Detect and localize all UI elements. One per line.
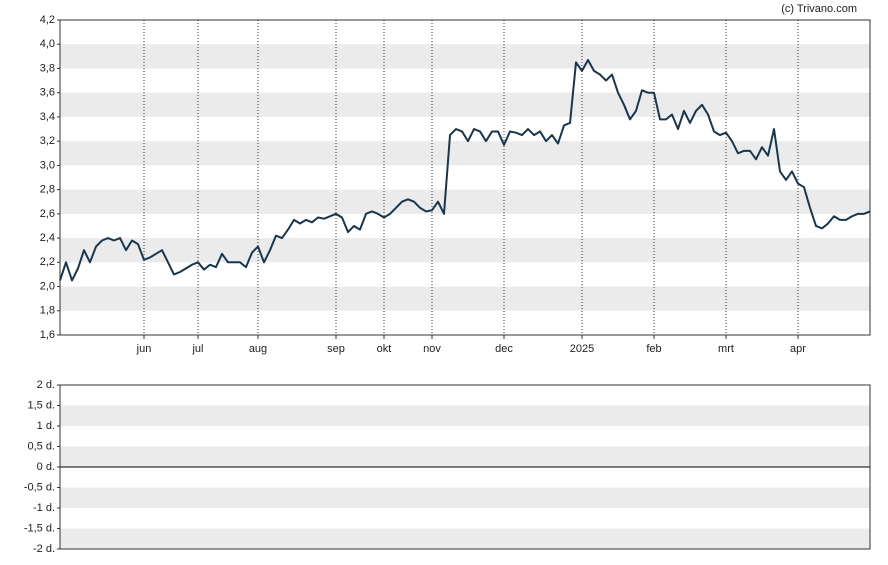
y-tick-label: 2,2 [40,256,55,268]
y-tick-label: 2 d. [37,379,55,391]
grid-band [60,92,870,117]
x-tick-label: okt [377,343,392,355]
y-tick-label: 2,0 [40,280,55,292]
y-tick-label: 0,5 d. [27,440,55,452]
y-tick-label: 2,8 [40,184,55,196]
y-tick-label: 3,8 [40,62,55,74]
x-tick-label: jul [191,343,203,355]
x-tick-label: mrt [718,343,734,355]
x-tick-label: apr [790,343,806,355]
plot-frame [59,19,871,336]
x-tick-label: feb [646,343,661,355]
grid-band [60,189,870,214]
grid-band [60,446,870,467]
y-tick-label: -0,5 d. [24,481,55,493]
y-tick-label: 1,8 [40,305,55,317]
y-tick-label: 4,0 [40,38,55,50]
grid-band [60,238,870,263]
y-tick-label: 0 d. [37,461,55,473]
grid-band [60,44,870,69]
grid-band [60,528,870,549]
grid-band [60,286,870,311]
x-tick-label: 2025 [570,343,594,355]
y-tick-label: 4,2 [40,14,55,26]
y-tick-label: 3,2 [40,135,55,147]
y-tick-label: 1 d. [37,420,55,432]
y-tick-label: 3,0 [40,159,55,171]
x-tick-label: sep [327,343,345,355]
source-credit: (c) Trivano.com [781,3,857,15]
y-tick-label: -1 d. [33,502,55,514]
x-tick-label: jun [136,343,152,355]
y-tick-label: 3,6 [40,87,55,99]
grid-band [60,141,870,166]
plot-frame [59,384,871,550]
y-tick-label: 3,4 [40,111,55,123]
grid-band [60,405,870,426]
price-line [59,58,871,282]
y-tick-label: -1,5 d. [24,522,55,534]
y-tick-label: 1,5 d. [27,399,55,411]
x-tick-label: dec [495,343,513,355]
grid-band [60,487,870,508]
x-tick-label: aug [249,343,267,355]
y-tick-label: 1,6 [40,329,55,341]
y-tick-label: -2 d. [33,543,55,555]
y-tick-label: 2,6 [40,208,55,220]
x-tick-label: nov [423,343,441,355]
y-tick-label: 2,4 [40,232,55,244]
